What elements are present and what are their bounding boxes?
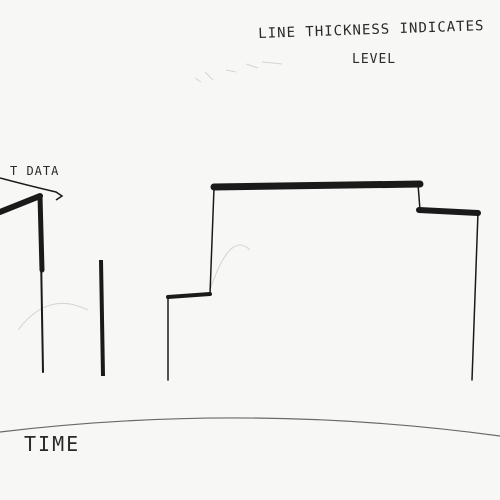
- annotation-subtitle: LEVEL: [352, 52, 397, 67]
- axis-label-time: TIME: [24, 432, 81, 456]
- series-segment-right: [166, 180, 481, 381]
- faint-erased-marks: [17, 61, 283, 331]
- series-segment-middle: [99, 259, 105, 377]
- data-arrow: [0, 177, 64, 201]
- annotation-data-label: T DATA: [10, 164, 60, 178]
- time-axis-line: [0, 417, 500, 437]
- series-segment-left: [0, 193, 45, 373]
